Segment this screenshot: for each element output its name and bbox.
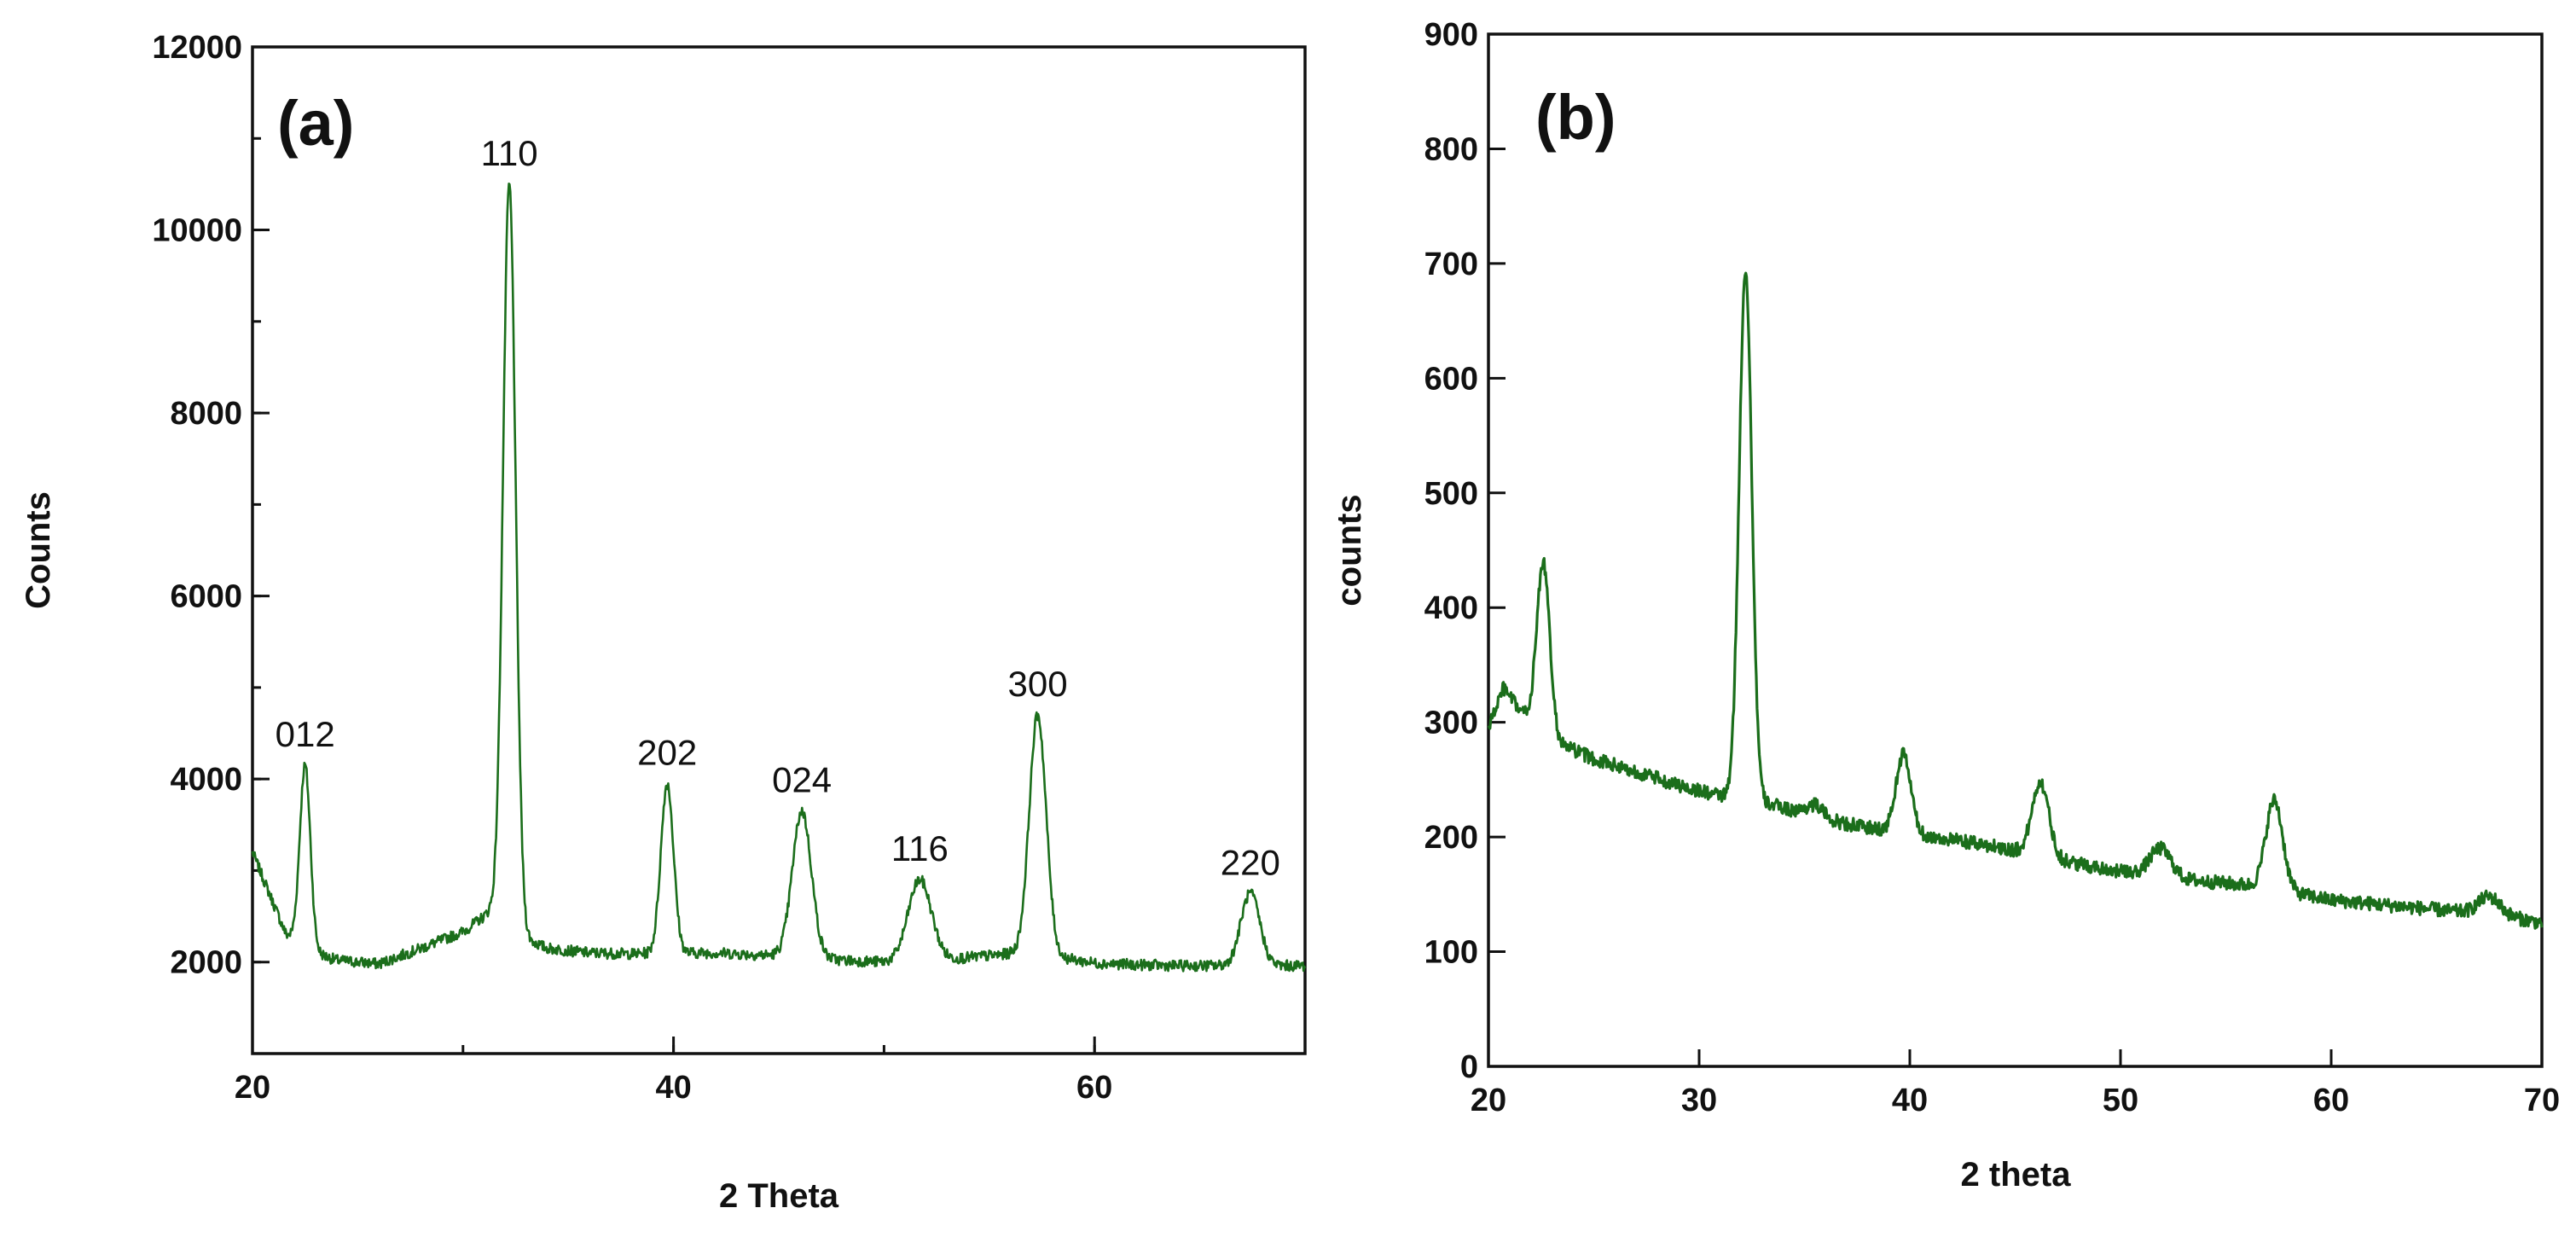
plot-frame-a [251,45,1307,1055]
y-tick-label: 2000 [170,945,242,981]
panel-a-chart: (a) 2 Theta Counts 20 40 60 2000 4000 6000 800… [20,30,1307,1215]
y-tick-label: 600 [1424,361,1478,397]
y-axis-title-a: Counts [20,491,57,609]
y-tick-label: 900 [1424,17,1478,53]
y-tick-label: 6000 [170,579,242,615]
y-tick-label: 8000 [170,396,242,432]
y-tick-label: 100 [1424,935,1478,971]
y-tick-label: 4000 [170,762,242,798]
peak-label-024: 024 [772,760,832,800]
y-tick-label: 200 [1424,820,1478,856]
peak-labels-a: 012 110 202 024 116 300 220 [276,133,1280,882]
y-tick-label: 800 [1424,131,1478,167]
y-tick-label: 0 [1460,1049,1478,1085]
x-tick-label: 70 [2524,1083,2560,1118]
peak-label-202: 202 [637,733,697,773]
y-tick-label: 12000 [152,30,242,66]
panel-label-a: (a) [277,88,354,159]
peak-label-012: 012 [276,714,335,754]
peak-label-220: 220 [1221,842,1280,882]
x-tick-label: 30 [1681,1083,1717,1118]
x-tick-label: 60 [2313,1083,2349,1118]
y-tick-label: 500 [1424,476,1478,512]
ticks-a: 20 40 60 2000 4000 6000 8000 10000 12000 [152,30,1307,1106]
peak-label-110: 110 [481,133,538,173]
x-tick-label: 50 [2103,1083,2138,1118]
panel-label-b: (b) [1535,82,1616,153]
series-line-b [1487,271,2544,930]
panel-b-chart: (b) 2 theta counts 20 30 40 50 60 70010020030… [1331,17,2560,1193]
series-line-a [251,183,1307,973]
x-tick-label: 60 [1076,1070,1112,1106]
x-tick-label: 20 [1471,1083,1506,1118]
plot-frame-b [1487,32,2544,1068]
y-tick-label: 10000 [152,213,242,249]
peak-label-300: 300 [1008,664,1068,704]
x-axis-title-b: 2 theta [1961,1156,2072,1193]
y-axis-title-b: counts [1331,494,1368,606]
x-tick-label: 40 [1892,1083,1928,1118]
y-tick-label: 300 [1424,706,1478,741]
x-tick-label: 20 [235,1070,270,1106]
x-tick-label: 40 [655,1070,691,1106]
x-axis-title-a: 2 Theta [719,1177,839,1215]
y-tick-label: 700 [1424,247,1478,282]
peak-label-116: 116 [891,828,949,868]
y-tick-label: 400 [1424,590,1478,626]
